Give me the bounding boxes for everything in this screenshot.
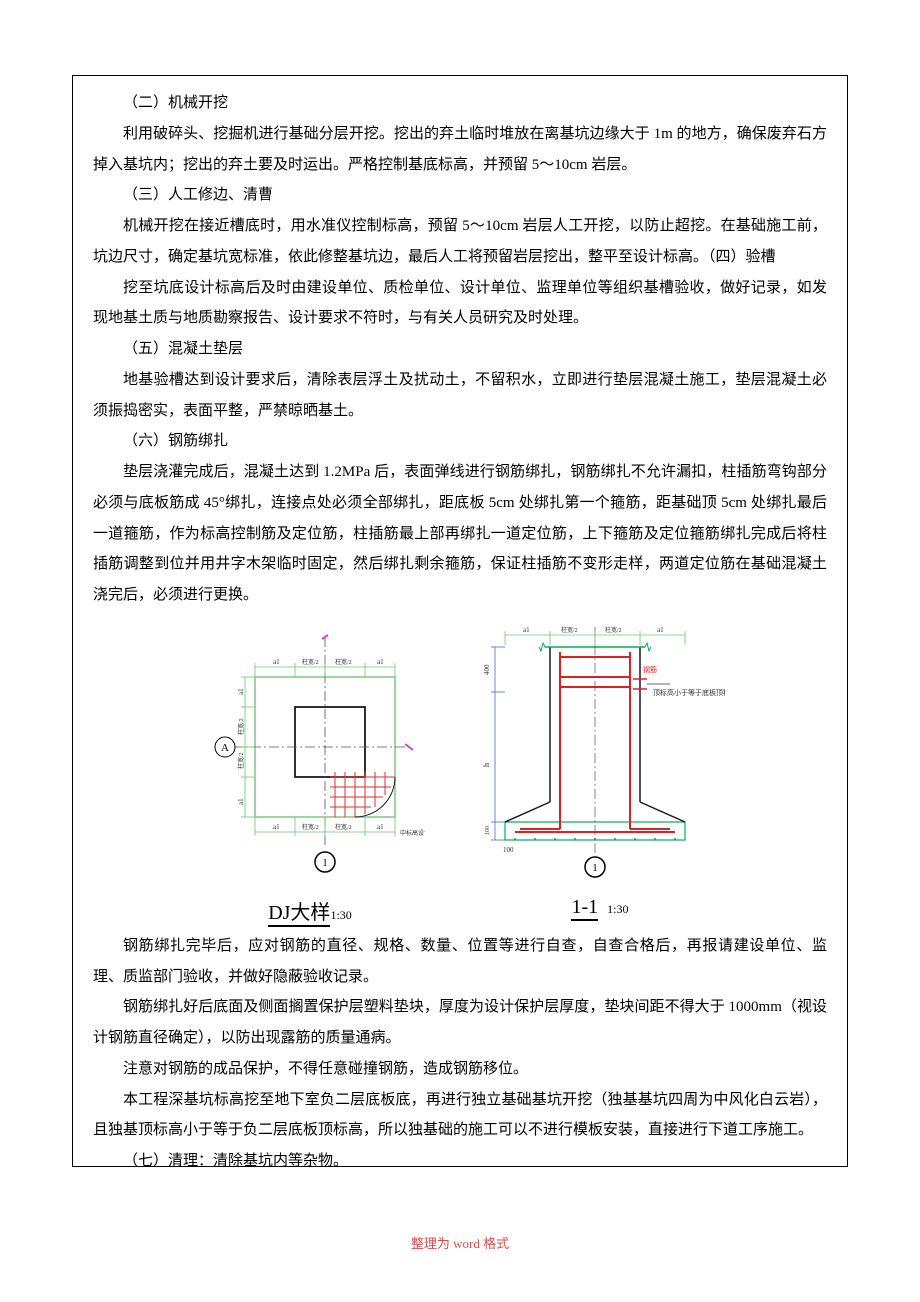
svg-text:a1: a1 xyxy=(237,798,245,805)
diagram-section-1-1: 顶标高小于等于底板顶标高 钢筋 1 a1 柱宽/2 xyxy=(475,617,725,925)
section-2-para: 利用破碎头、挖掘机进行基础分层开挖。挖出的弃土临时堆放在离基坑边缘大于 1m 的… xyxy=(93,119,827,181)
svg-text:柱宽/2: 柱宽/2 xyxy=(335,823,352,831)
section-svg: 顶标高小于等于底板顶标高 钢筋 1 a1 柱宽/2 xyxy=(475,617,725,887)
svg-text:柱宽/2: 柱宽/2 xyxy=(605,626,622,634)
diagram-row: A 1 xyxy=(93,617,827,925)
svg-text:1: 1 xyxy=(592,862,598,874)
svg-text:100: 100 xyxy=(485,826,491,835)
dj-plan-svg: A 1 xyxy=(195,617,425,887)
svg-text:a1: a1 xyxy=(273,823,280,831)
after-diagram-p4: 本工程深基坑标高挖至地下室负二层底板底，再进行独立基础基坑开挖（独基基坑四周为中… xyxy=(93,1085,827,1147)
section-3-para: 机械开挖在接近槽底时，用水准仪控制标高，预留 5～10cm 岩层人工开挖，以防止… xyxy=(93,211,827,273)
section-5-para: 地基验槽达到设计要求后，清除表层浮土及扰动土，不留积水，立即进行垫层混凝土施工，… xyxy=(93,365,827,427)
svg-text:a1: a1 xyxy=(377,658,384,666)
page-border: （二）机械开挖 利用破碎头、挖掘机进行基础分层开挖。挖出的弃土临时堆放在离基坑边… xyxy=(72,75,848,1167)
after-diagram-p1: 钢筋绑扎完毕后，应对钢筋的直径、规格、数量、位置等进行自查，自查合格后，再报请建… xyxy=(93,931,827,993)
svg-text:柱宽/2: 柱宽/2 xyxy=(561,626,578,634)
section-caption-main: 1-1 xyxy=(571,896,598,921)
after-diagram-p2: 钢筋绑扎好后底面及侧面搁置保护层塑料垫块，厚度为设计保护层厚度，垫块间距不得大于… xyxy=(93,992,827,1054)
plan-note: 中标高设计标高详见本工程XXX xyxy=(400,829,425,837)
svg-text:柱宽/2: 柱宽/2 xyxy=(237,752,245,769)
svg-text:柱宽/2: 柱宽/2 xyxy=(237,718,245,735)
svg-text:a1: a1 xyxy=(377,823,384,831)
svg-text:a1: a1 xyxy=(523,626,530,634)
section-title-7: （七）清理：清除基坑内等杂物。 xyxy=(93,1146,827,1177)
section-4-para: 挖至坑底设计标高后及时由建设单位、质检单位、设计单位、监理单位等组织基槽验收，做… xyxy=(93,273,827,335)
svg-text:钢筋: 钢筋 xyxy=(643,665,657,674)
after-diagram-p3: 注意对钢筋的成品保护，不得任意碰撞钢筋，造成钢筋移位。 xyxy=(93,1054,827,1085)
svg-text:柱宽/2: 柱宽/2 xyxy=(302,823,319,831)
section-caption: 1-1 1:30 xyxy=(475,896,725,919)
dj-caption-scale: 1:30 xyxy=(330,908,351,922)
svg-text:h: h xyxy=(482,763,491,767)
footer-text: 整理为 word 格式 xyxy=(0,1233,920,1252)
section-title-6: （六）钢筋绑扎 xyxy=(93,426,827,457)
section-caption-scale: 1:30 xyxy=(607,902,628,916)
svg-text:a1: a1 xyxy=(657,626,664,634)
svg-text:400: 400 xyxy=(483,664,491,675)
svg-text:100: 100 xyxy=(503,846,514,854)
diagram-dj-plan: A 1 xyxy=(195,617,425,925)
dj-caption: DJ大样1:30 xyxy=(195,896,425,925)
svg-text:a1: a1 xyxy=(237,688,245,695)
section-title-5: （五）混凝土垫层 xyxy=(93,334,827,365)
svg-text:柱宽/2: 柱宽/2 xyxy=(302,658,319,666)
section-title-2: （二）机械开挖 xyxy=(93,88,827,119)
section-title-3: （三）人工修边、清曹 xyxy=(93,180,827,211)
svg-text:a1: a1 xyxy=(273,658,280,666)
elev-note: 顶标高小于等于底板顶标高 xyxy=(653,688,725,697)
section-6-para: 垫层浇灌完成后，混凝土达到 1.2MPa 后，表面弹线进行钢筋绑扎，钢筋绑扎不允… xyxy=(93,457,827,611)
dj-caption-main: DJ大样 xyxy=(268,902,330,927)
svg-text:柱宽/2: 柱宽/2 xyxy=(335,658,352,666)
axis-a-label: A xyxy=(221,742,229,754)
axis-1-label: 1 xyxy=(322,857,328,869)
